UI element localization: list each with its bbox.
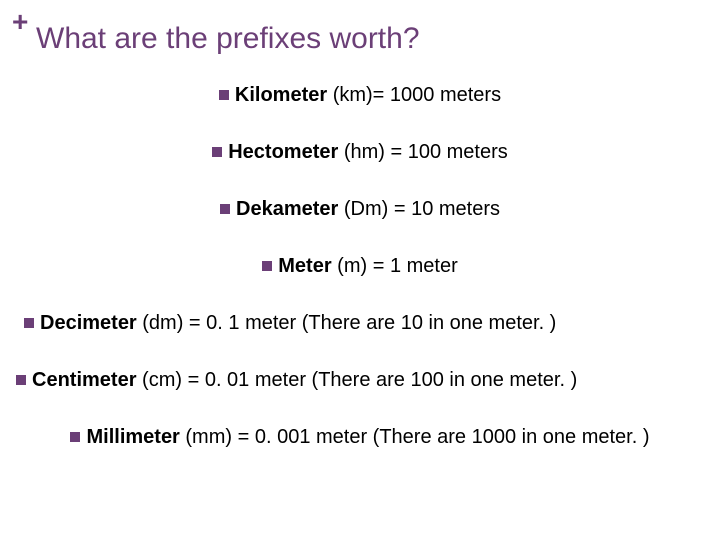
list-item: Centimeter (cm) = 0. 01 meter (There are… [16,367,704,394]
list-item: Kilometer (km)= 1000 meters [16,82,704,109]
prefix-label: Dekameter [236,198,338,220]
prefix-list: Kilometer (km)= 1000 meters Hectometer (… [16,82,704,481]
bullet-icon [219,90,229,100]
prefix-value: (Dm) = 10 meters [338,198,500,220]
bullet-icon [220,204,230,214]
list-item: Hectometer (hm) = 100 meters [16,139,704,166]
prefix-label: Kilometer [235,84,327,106]
list-item: Dekameter (Dm) = 10 meters [16,196,704,223]
bullet-icon [70,432,80,442]
prefix-value: (m) = 1 meter [332,255,458,277]
list-item: Meter (m) = 1 meter [16,253,704,280]
prefix-label: Millimeter [86,426,179,448]
page-title: What are the prefixes worth? [36,22,420,56]
prefix-value: (mm) = 0. 001 meter (There are 1000 in o… [180,426,650,448]
prefix-label: Hectometer [228,141,338,163]
list-item: Millimeter (mm) = 0. 001 meter (There ar… [16,424,704,451]
prefix-label: Decimeter [40,312,137,334]
bullet-icon [16,375,26,385]
prefix-value: (km)= 1000 meters [327,84,501,106]
prefix-value: (cm) = 0. 01 meter (There are 100 in one… [136,369,577,391]
bullet-icon [24,318,34,328]
prefix-value: (hm) = 100 meters [338,141,508,163]
prefix-label: Centimeter [32,369,136,391]
prefix-label: Meter [278,255,331,277]
bullet-icon [212,147,222,157]
list-item: Decimeter (dm) = 0. 1 meter (There are 1… [16,310,704,337]
bullet-icon [262,261,272,271]
prefix-value: (dm) = 0. 1 meter (There are 10 in one m… [137,312,557,334]
plus-icon: + [12,8,28,36]
